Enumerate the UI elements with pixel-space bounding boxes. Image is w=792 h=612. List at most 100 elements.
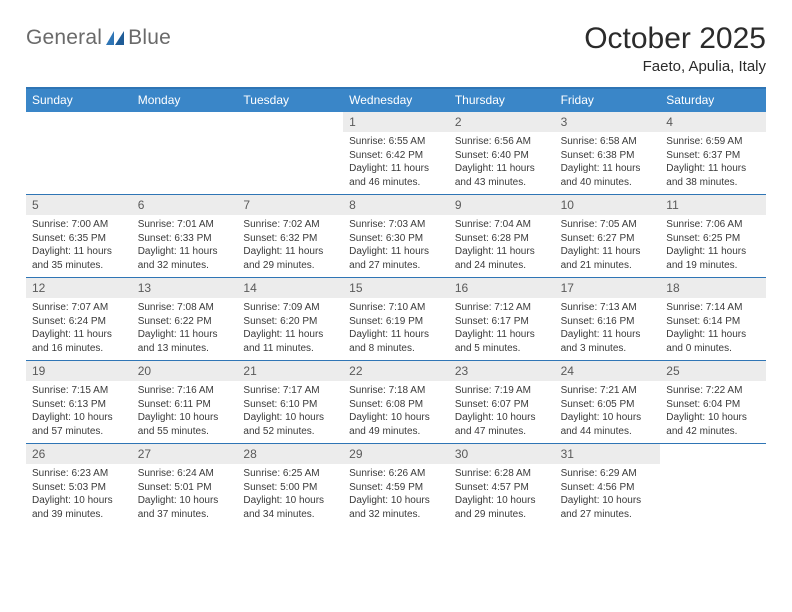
day-cell [26, 112, 132, 194]
day-number: 21 [237, 361, 343, 381]
day-cell: 4Sunrise: 6:59 AMSunset: 6:37 PMDaylight… [660, 112, 766, 194]
sunset-text: Sunset: 6:20 PM [243, 315, 337, 329]
day-cell: 26Sunrise: 6:23 AMSunset: 5:03 PMDayligh… [26, 444, 132, 526]
sunrise-text: Sunrise: 7:05 AM [561, 218, 655, 232]
day-body: Sunrise: 7:14 AMSunset: 6:14 PMDaylight:… [660, 298, 766, 359]
week-row: 1Sunrise: 6:55 AMSunset: 6:42 PMDaylight… [26, 112, 766, 194]
daylight-text: Daylight: 10 hours and 39 minutes. [32, 494, 126, 521]
day-body: Sunrise: 7:05 AMSunset: 6:27 PMDaylight:… [555, 215, 661, 276]
sunrise-text: Sunrise: 7:07 AM [32, 301, 126, 315]
daylight-text: Daylight: 11 hours and 29 minutes. [243, 245, 337, 272]
sunset-text: Sunset: 5:00 PM [243, 481, 337, 495]
day-body: Sunrise: 7:00 AMSunset: 6:35 PMDaylight:… [26, 215, 132, 276]
day-cell: 6Sunrise: 7:01 AMSunset: 6:33 PMDaylight… [132, 195, 238, 277]
day-number: 31 [555, 444, 661, 464]
day-cell: 17Sunrise: 7:13 AMSunset: 6:16 PMDayligh… [555, 278, 661, 360]
sunrise-text: Sunrise: 7:13 AM [561, 301, 655, 315]
day-body: Sunrise: 7:21 AMSunset: 6:05 PMDaylight:… [555, 381, 661, 442]
daylight-text: Daylight: 10 hours and 32 minutes. [349, 494, 443, 521]
sunrise-text: Sunrise: 7:02 AM [243, 218, 337, 232]
day-cell: 5Sunrise: 7:00 AMSunset: 6:35 PMDaylight… [26, 195, 132, 277]
daylight-text: Daylight: 11 hours and 24 minutes. [455, 245, 549, 272]
day-cell: 25Sunrise: 7:22 AMSunset: 6:04 PMDayligh… [660, 361, 766, 443]
day-cell: 28Sunrise: 6:25 AMSunset: 5:00 PMDayligh… [237, 444, 343, 526]
day-number: 17 [555, 278, 661, 298]
day-number: 25 [660, 361, 766, 381]
day-number: 6 [132, 195, 238, 215]
day-cell: 31Sunrise: 6:29 AMSunset: 4:56 PMDayligh… [555, 444, 661, 526]
day-body: Sunrise: 6:23 AMSunset: 5:03 PMDaylight:… [26, 464, 132, 525]
day-body: Sunrise: 7:19 AMSunset: 6:07 PMDaylight:… [449, 381, 555, 442]
day-body: Sunrise: 7:12 AMSunset: 6:17 PMDaylight:… [449, 298, 555, 359]
sail-icon [106, 31, 124, 45]
daylight-text: Daylight: 11 hours and 38 minutes. [666, 162, 760, 189]
sunrise-text: Sunrise: 7:15 AM [32, 384, 126, 398]
day-number: 28 [237, 444, 343, 464]
month-title: October 2025 [584, 22, 766, 56]
daylight-text: Daylight: 11 hours and 5 minutes. [455, 328, 549, 355]
daylight-text: Daylight: 10 hours and 44 minutes. [561, 411, 655, 438]
day-number: 19 [26, 361, 132, 381]
weekday-header: Friday [555, 89, 661, 112]
day-number: 2 [449, 112, 555, 132]
day-number: 4 [660, 112, 766, 132]
sunset-text: Sunset: 6:40 PM [455, 149, 549, 163]
week-row: 19Sunrise: 7:15 AMSunset: 6:13 PMDayligh… [26, 360, 766, 443]
sunset-text: Sunset: 6:27 PM [561, 232, 655, 246]
sunrise-text: Sunrise: 7:08 AM [138, 301, 232, 315]
sunrise-text: Sunrise: 6:55 AM [349, 135, 443, 149]
day-body: Sunrise: 6:28 AMSunset: 4:57 PMDaylight:… [449, 464, 555, 525]
day-cell [237, 112, 343, 194]
daylight-text: Daylight: 11 hours and 16 minutes. [32, 328, 126, 355]
sunrise-text: Sunrise: 7:00 AM [32, 218, 126, 232]
weeks-container: 1Sunrise: 6:55 AMSunset: 6:42 PMDaylight… [26, 112, 766, 526]
day-cell: 7Sunrise: 7:02 AMSunset: 6:32 PMDaylight… [237, 195, 343, 277]
day-cell: 15Sunrise: 7:10 AMSunset: 6:19 PMDayligh… [343, 278, 449, 360]
sunrise-text: Sunrise: 6:59 AM [666, 135, 760, 149]
sunset-text: Sunset: 6:25 PM [666, 232, 760, 246]
daylight-text: Daylight: 10 hours and 42 minutes. [666, 411, 760, 438]
day-number: 14 [237, 278, 343, 298]
daylight-text: Daylight: 10 hours and 29 minutes. [455, 494, 549, 521]
sunset-text: Sunset: 5:01 PM [138, 481, 232, 495]
day-cell: 9Sunrise: 7:04 AMSunset: 6:28 PMDaylight… [449, 195, 555, 277]
day-body: Sunrise: 6:59 AMSunset: 6:37 PMDaylight:… [660, 132, 766, 193]
daylight-text: Daylight: 11 hours and 8 minutes. [349, 328, 443, 355]
sunset-text: Sunset: 6:30 PM [349, 232, 443, 246]
day-number [237, 112, 343, 132]
day-cell: 12Sunrise: 7:07 AMSunset: 6:24 PMDayligh… [26, 278, 132, 360]
sunrise-text: Sunrise: 7:16 AM [138, 384, 232, 398]
sunset-text: Sunset: 6:11 PM [138, 398, 232, 412]
day-number [132, 112, 238, 132]
sunset-text: Sunset: 6:10 PM [243, 398, 337, 412]
daylight-text: Daylight: 11 hours and 35 minutes. [32, 245, 126, 272]
sunrise-text: Sunrise: 7:03 AM [349, 218, 443, 232]
sunset-text: Sunset: 6:13 PM [32, 398, 126, 412]
sunrise-text: Sunrise: 6:26 AM [349, 467, 443, 481]
day-number: 18 [660, 278, 766, 298]
day-cell: 3Sunrise: 6:58 AMSunset: 6:38 PMDaylight… [555, 112, 661, 194]
day-body: Sunrise: 6:55 AMSunset: 6:42 PMDaylight:… [343, 132, 449, 193]
daylight-text: Daylight: 11 hours and 40 minutes. [561, 162, 655, 189]
sunrise-text: Sunrise: 7:21 AM [561, 384, 655, 398]
day-cell: 19Sunrise: 7:15 AMSunset: 6:13 PMDayligh… [26, 361, 132, 443]
sunset-text: Sunset: 4:57 PM [455, 481, 549, 495]
sunset-text: Sunset: 6:37 PM [666, 149, 760, 163]
sunrise-text: Sunrise: 7:19 AM [455, 384, 549, 398]
day-number: 27 [132, 444, 238, 464]
day-cell: 23Sunrise: 7:19 AMSunset: 6:07 PMDayligh… [449, 361, 555, 443]
daylight-text: Daylight: 11 hours and 27 minutes. [349, 245, 443, 272]
brand-right: Blue [128, 26, 171, 50]
day-body: Sunrise: 7:09 AMSunset: 6:20 PMDaylight:… [237, 298, 343, 359]
day-cell [660, 444, 766, 526]
daylight-text: Daylight: 10 hours and 27 minutes. [561, 494, 655, 521]
day-body: Sunrise: 7:01 AMSunset: 6:33 PMDaylight:… [132, 215, 238, 276]
daylight-text: Daylight: 11 hours and 19 minutes. [666, 245, 760, 272]
day-cell: 14Sunrise: 7:09 AMSunset: 6:20 PMDayligh… [237, 278, 343, 360]
sunrise-text: Sunrise: 7:01 AM [138, 218, 232, 232]
sunset-text: Sunset: 5:03 PM [32, 481, 126, 495]
day-cell: 2Sunrise: 6:56 AMSunset: 6:40 PMDaylight… [449, 112, 555, 194]
day-number: 10 [555, 195, 661, 215]
day-body: Sunrise: 7:15 AMSunset: 6:13 PMDaylight:… [26, 381, 132, 442]
week-row: 5Sunrise: 7:00 AMSunset: 6:35 PMDaylight… [26, 194, 766, 277]
